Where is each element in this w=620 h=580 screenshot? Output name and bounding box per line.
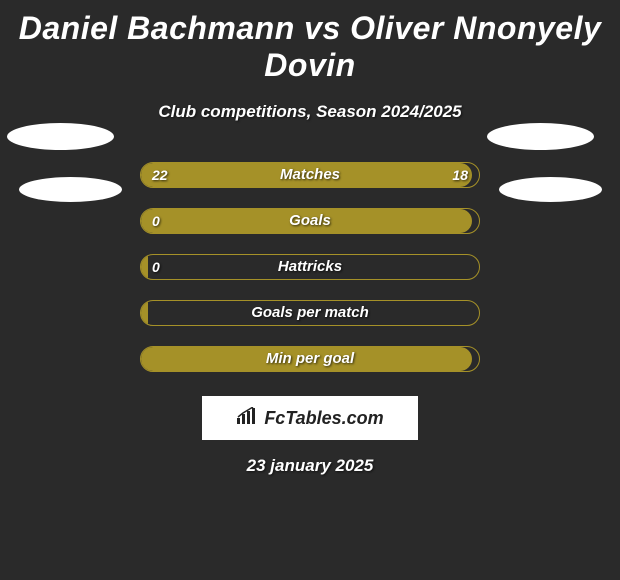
photo-placeholder-ellipse — [487, 123, 594, 150]
stat-row: Hattricks0 — [0, 254, 620, 288]
stat-bar-fill — [141, 163, 472, 187]
stat-bar — [140, 162, 480, 188]
comparison-infographic: Daniel Bachmann vs Oliver Nnonyely Dovin… — [0, 0, 620, 580]
stat-value-left: 22 — [152, 162, 168, 188]
stat-bar-fill — [141, 301, 148, 325]
stat-bar — [140, 300, 480, 326]
stat-value-left: 0 — [152, 208, 160, 234]
chart-icon — [236, 407, 258, 430]
logo-box: FcTables.com — [202, 396, 418, 440]
logo-text: FcTables.com — [264, 408, 383, 429]
stat-row: Goals0 — [0, 208, 620, 242]
stat-value-left: 0 — [152, 254, 160, 280]
stat-row: Min per goal — [0, 346, 620, 380]
stat-row: Goals per match — [0, 300, 620, 334]
stat-bar-fill — [141, 255, 148, 279]
stat-bar — [140, 254, 480, 280]
subtitle: Club competitions, Season 2024/2025 — [0, 102, 620, 122]
stat-row: Matches2218 — [0, 162, 620, 196]
date-text: 23 january 2025 — [0, 456, 620, 476]
stat-rows: Matches2218Goals0Hattricks0Goals per mat… — [0, 162, 620, 380]
photo-placeholder-ellipse — [7, 123, 114, 150]
stat-bar-fill — [141, 209, 472, 233]
stat-value-right: 18 — [452, 162, 468, 188]
page-title: Daniel Bachmann vs Oliver Nnonyely Dovin — [0, 0, 620, 84]
stat-bar-fill — [141, 347, 472, 371]
stat-bar — [140, 208, 480, 234]
stat-bar — [140, 346, 480, 372]
